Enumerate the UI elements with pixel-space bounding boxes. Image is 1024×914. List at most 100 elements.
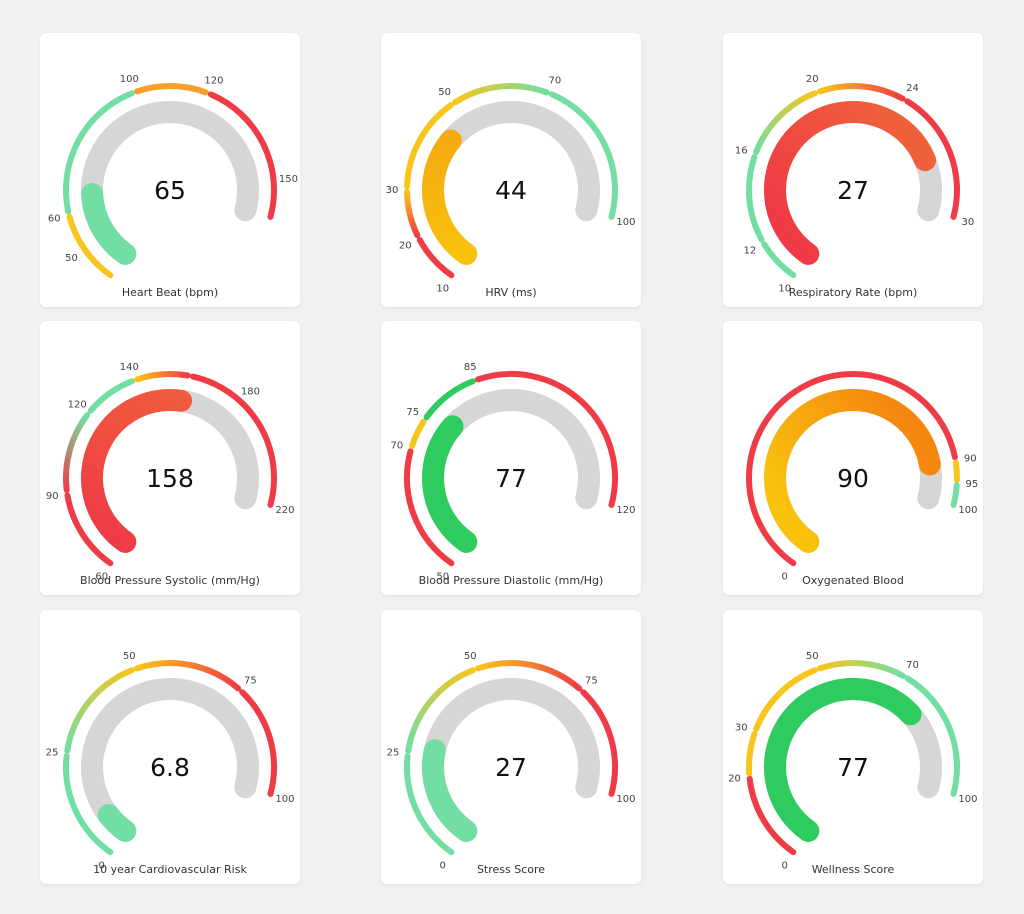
gauge-tick-label: 100 — [616, 794, 635, 805]
gauge-card: 60 90 120 140 180 220 158 Blood Pressure Systol… — [40, 321, 300, 595]
gauge-chart: 10 12 16 20 24 30 27 — [735, 74, 975, 295]
gauge-card: 0 20 30 50 70 100 77 Wellness Score — [723, 610, 983, 884]
gauge-range-band — [207, 91, 277, 220]
gauge-range-band — [580, 689, 618, 797]
gauge-range-band — [189, 373, 277, 508]
gauge-tick-label: 20 — [728, 773, 741, 784]
gauge-card: 50 70 75 85 120 77 Blood Pressure Diastolic (m… — [381, 321, 641, 595]
gauge-range-band — [63, 412, 91, 493]
gauge-card: 0 90 95 100 90 Oxygenated Blood — [723, 321, 983, 595]
gauge-card: 10 12 16 20 24 30 27 Respiratory Rate (bpm) — [723, 33, 983, 307]
gauge-tick-label: 30 — [962, 217, 975, 228]
gauge-range-band — [63, 753, 114, 856]
gauge-range-band — [64, 667, 135, 754]
gauge-chart: 60 90 120 140 180 220 158 — [46, 362, 295, 583]
gauge-range-band — [239, 689, 277, 797]
gauge-range-band — [952, 459, 960, 483]
gauge-range-band — [404, 188, 421, 239]
gauge-title: Respiratory Rate (bpm) — [788, 286, 918, 299]
gauge-range-band — [746, 775, 797, 856]
gauge-value-fill — [81, 389, 193, 553]
gauge-tick-label: 50 — [65, 253, 78, 264]
gauge-tick-label: 100 — [958, 794, 977, 805]
gauge-track — [81, 678, 259, 842]
gauge-range-band — [134, 371, 191, 383]
gauge-tick-label: 16 — [735, 145, 748, 156]
gauge-tick-label: 60 — [95, 572, 108, 583]
gauge-card: 0 25 50 75 100 6.8 10 year Cardiovascular Risk — [40, 610, 300, 884]
gauge-range-band — [66, 213, 114, 279]
gauge-card: 50 60 100 120 150 65 Heart Beat (bpm) — [40, 33, 300, 307]
gauge-range-band — [404, 102, 454, 190]
gauge-chart: 10 20 30 50 70 100 44 — [386, 75, 636, 294]
gauge-range-band — [134, 83, 209, 96]
gauge-tick-label: 0 — [99, 861, 105, 872]
gauge-tick-label: 120 — [68, 400, 87, 411]
gauge-tick-label: 120 — [204, 75, 223, 86]
gauge-tick-label: 100 — [616, 217, 635, 228]
gauge-tick-label: 180 — [241, 386, 260, 397]
gauge-range-band — [452, 83, 550, 106]
gauge-value-fill — [422, 129, 478, 265]
gauge-value-fill — [764, 101, 937, 265]
gauge-range-band — [416, 236, 455, 279]
gauge-chart: 50 60 100 120 150 65 — [48, 74, 298, 279]
gauge-tick-label: 25 — [46, 748, 59, 759]
gauge-value: 158 — [146, 464, 194, 493]
gauge-range-band — [904, 675, 960, 797]
gauge-range-band — [404, 753, 455, 856]
gauge-range-band — [746, 371, 958, 567]
gauge-tick-label: 0 — [440, 861, 446, 872]
gauge-value-fill — [764, 678, 922, 842]
gauge-range-band — [817, 83, 906, 102]
gauge-range-band — [87, 378, 135, 414]
gauge-range-band — [64, 492, 114, 567]
gauge-tick-label: 10 — [778, 284, 791, 295]
gauge-value-fill — [81, 182, 137, 265]
gauge-tick-label: 12 — [744, 246, 757, 257]
gauge-value: 90 — [837, 464, 869, 493]
gauge-tick-label: 100 — [120, 74, 139, 85]
gauge-range-band — [753, 90, 818, 155]
gauge-title: Wellness Score — [811, 863, 895, 876]
gauge-tick-label: 75 — [244, 675, 257, 686]
gauge-range-band — [409, 418, 427, 449]
gauge-tick-label: 150 — [279, 174, 298, 185]
gauge-tick-label: 140 — [120, 362, 139, 373]
gauge-tick-label: 70 — [906, 660, 919, 671]
gauge-tick-label: 90 — [46, 491, 59, 502]
gauge-title: Blood Pressure Diastolic (mm/Hg) — [418, 574, 604, 587]
gauge-tick-label: 30 — [735, 722, 748, 733]
gauge-tick-label: 100 — [958, 505, 977, 516]
gauge-tick-label: 120 — [616, 505, 635, 516]
gauge-chart: 0 25 50 75 100 27 — [387, 651, 636, 872]
gauge-range-band — [475, 659, 583, 692]
gauge-tick-label: 20 — [399, 240, 412, 251]
gauge-card: 0 25 50 75 100 27 Stress Score — [381, 610, 641, 884]
gauge-title: Blood Pressure Systolic (mm/Hg) — [80, 574, 260, 587]
gauge-value: 44 — [495, 176, 527, 205]
gauge-tick-label: 60 — [48, 213, 61, 224]
gauge-chart: 0 25 50 75 100 6.8 — [46, 651, 295, 872]
gauge-chart: 0 90 95 100 90 — [746, 371, 979, 583]
gauge-tick-label: 30 — [386, 185, 399, 196]
gauge-tick-label: 50 — [464, 651, 477, 662]
gauge-title: 10 year Cardiovascular Risk — [93, 863, 247, 876]
gauge-range-band — [63, 90, 135, 215]
gauge-tick-label: 95 — [966, 479, 979, 490]
gauge-tick-label: 75 — [406, 407, 419, 418]
gauge-value: 6.8 — [150, 753, 190, 782]
gauge-range-band — [746, 154, 765, 243]
gauge-range-band — [904, 98, 960, 220]
gauge-tick-label: 25 — [387, 748, 400, 759]
gauge-range-band — [404, 448, 455, 567]
gauge-range-band — [753, 667, 818, 732]
gauge-value-fill — [97, 804, 137, 842]
gauge-chart: 0 20 30 50 70 100 77 — [728, 651, 977, 871]
gauge-title: Stress Score — [476, 863, 546, 876]
gauge-value: 77 — [495, 464, 527, 493]
gauge-tick-label: 50 — [806, 651, 819, 662]
gauge-tick-label: 50 — [436, 572, 449, 583]
gauge-title: Heart Beat (bpm) — [121, 286, 219, 299]
gauge-title: HRV (ms) — [485, 286, 537, 299]
